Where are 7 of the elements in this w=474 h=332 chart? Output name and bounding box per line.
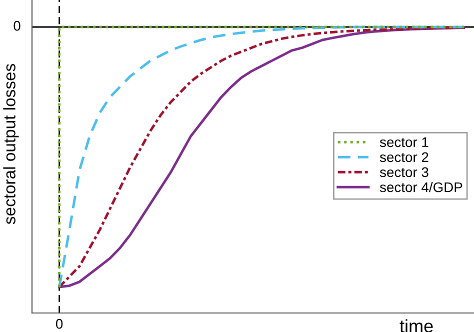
text: 0	[56, 318, 63, 329]
legend-label: sector 3	[380, 167, 428, 178]
legend-label: sector 2	[380, 152, 428, 162]
ref-line-label: 0	[14, 20, 20, 31]
y-axis-title: sectoral output losses	[3, 64, 19, 224]
legend-label: sector 1	[380, 137, 428, 148]
legend-label: sector 4/GDP	[380, 182, 462, 192]
